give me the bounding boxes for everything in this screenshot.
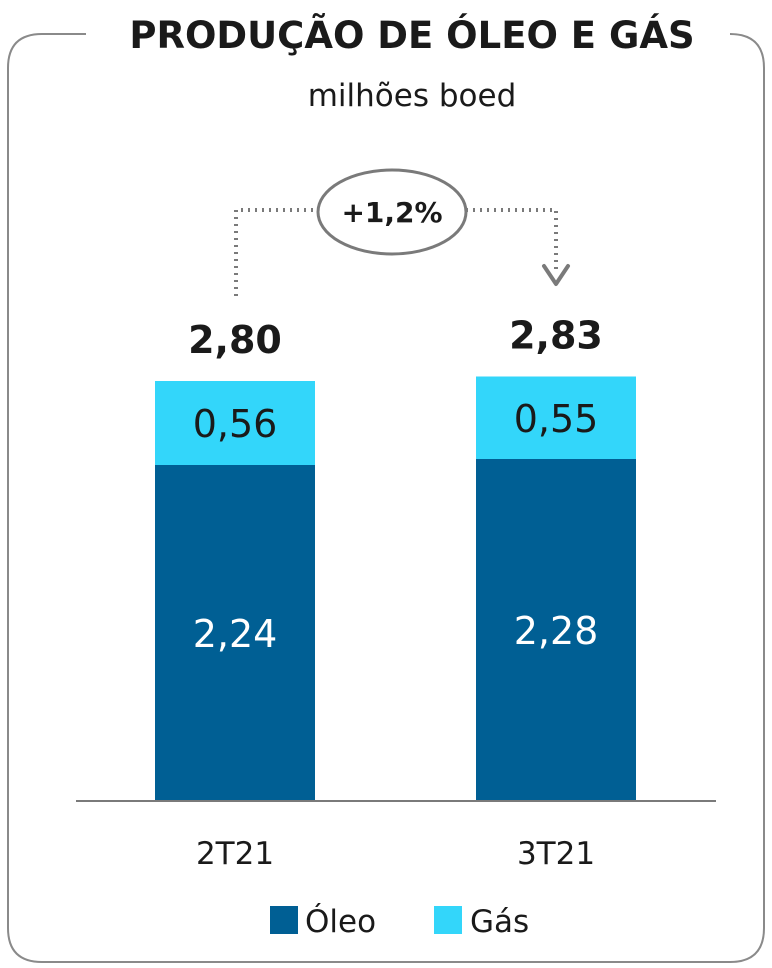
bar-oleo-2t21 xyxy=(155,465,315,801)
bar-oleo-3t21 xyxy=(476,459,636,801)
segment-label-oleo-3t21: 2,28 xyxy=(514,609,599,653)
legend: Óleo Gás xyxy=(270,903,529,940)
bar-gas-2t21 xyxy=(155,381,315,465)
legend-swatch-gas xyxy=(434,906,462,934)
change-label: +1,2% xyxy=(341,196,442,229)
segment-label-oleo-2t21: 2,24 xyxy=(193,612,278,656)
change-connector-left xyxy=(234,208,318,296)
segment-label-gas-3t21: 0,55 xyxy=(514,397,599,441)
labels-group: 2,24 0,56 2,80 2,28 0,55 2,83 xyxy=(188,314,603,657)
category-label-3t21: 3T21 xyxy=(517,836,595,872)
legend-label-oleo: Óleo xyxy=(305,903,376,940)
bars-group xyxy=(155,376,636,801)
change-ellipse xyxy=(316,168,468,256)
change-connector-right xyxy=(466,208,558,270)
frame-border xyxy=(7,33,765,963)
category-labels: 2T21 3T21 xyxy=(196,836,595,872)
category-label-2t21: 2T21 xyxy=(196,836,274,872)
legend-swatch-oleo xyxy=(270,906,298,934)
legend-label-gas: Gás xyxy=(470,904,529,940)
total-label-2t21: 2,80 xyxy=(188,318,282,362)
chart-title: PRODUÇÃO DE ÓLEO E GÁS xyxy=(129,13,694,57)
change-annotation: +1,2% xyxy=(234,168,570,296)
bar-gas-3t21 xyxy=(476,376,636,459)
change-arrow-head-icon xyxy=(542,264,570,286)
chart-subtitle: milhões boed xyxy=(308,78,517,114)
segment-label-gas-2t21: 0,56 xyxy=(193,402,278,446)
total-label-3t21: 2,83 xyxy=(509,314,603,358)
